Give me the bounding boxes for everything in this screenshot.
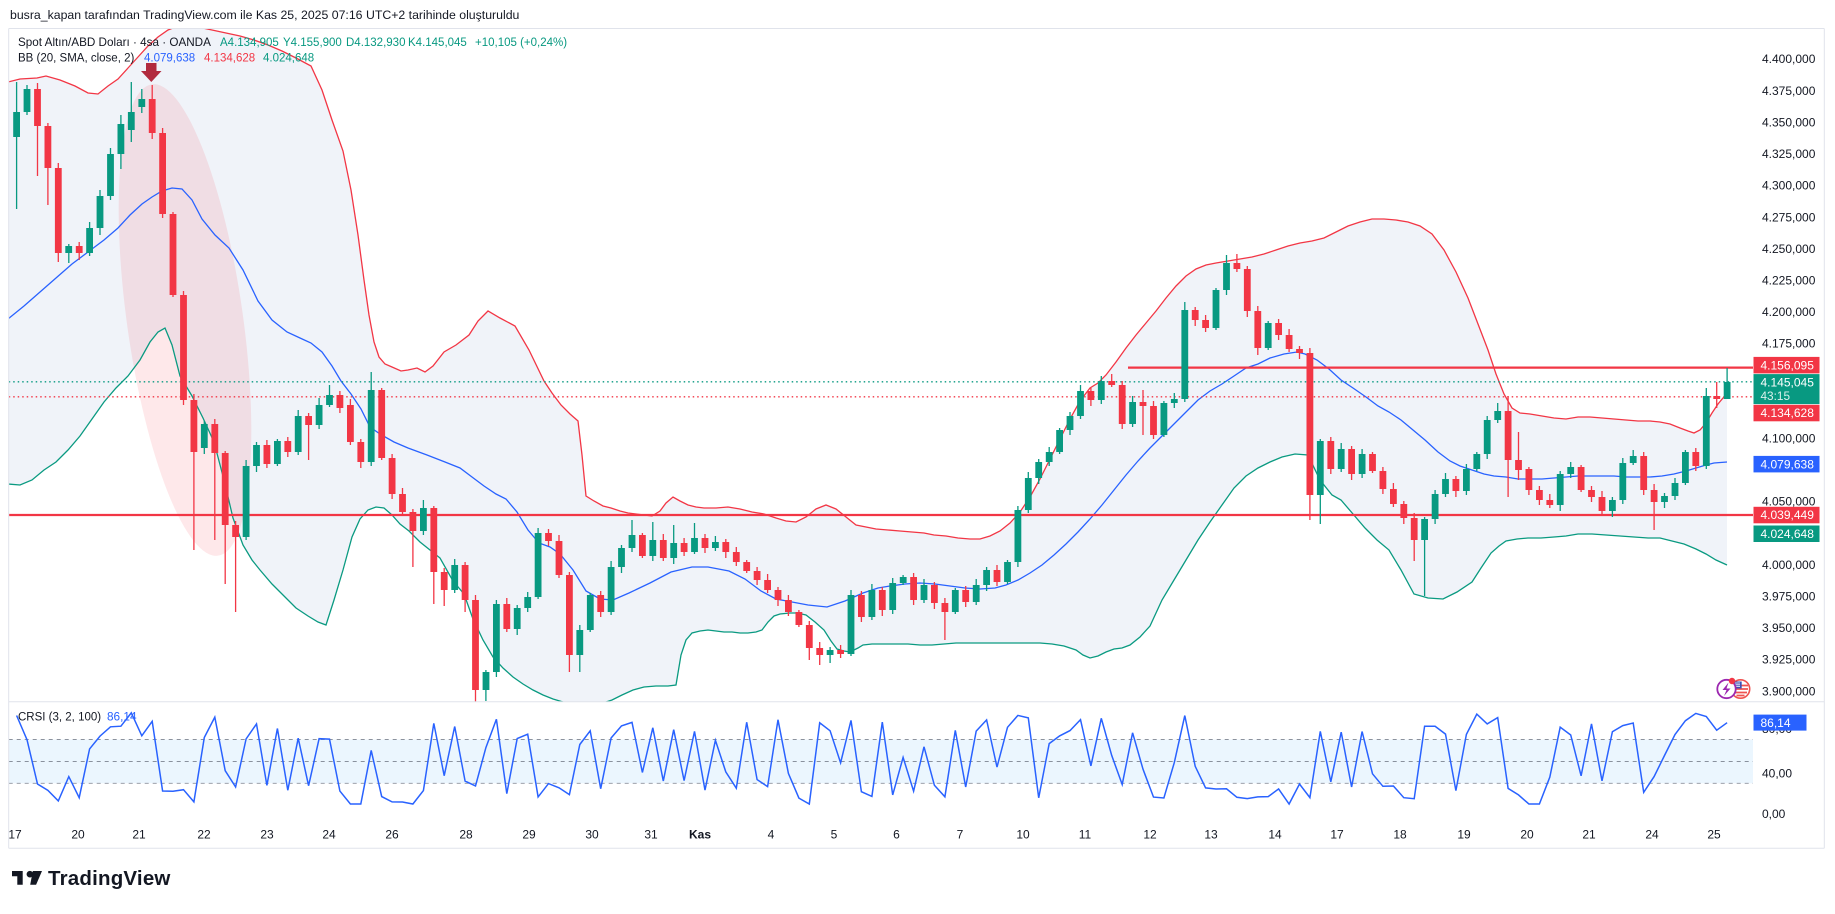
svg-text:Kas: Kas [689, 828, 711, 842]
svg-text:3.900,000: 3.900,000 [1762, 684, 1816, 698]
svg-text:17: 17 [8, 828, 22, 842]
svg-text:A4.134,905: A4.134,905 [220, 37, 279, 49]
svg-text:40,00: 40,00 [1762, 767, 1792, 781]
svg-text:4.134,628: 4.134,628 [1761, 406, 1815, 420]
svg-text:7: 7 [957, 828, 964, 842]
svg-text:4.024,648: 4.024,648 [263, 53, 314, 65]
svg-text:3.950,000: 3.950,000 [1762, 621, 1816, 635]
svg-text:4.156,095: 4.156,095 [1761, 358, 1815, 372]
svg-text:29: 29 [522, 828, 536, 842]
svg-text:10: 10 [1016, 828, 1030, 842]
svg-text:K4.145,045: K4.145,045 [408, 37, 467, 49]
svg-text:31: 31 [644, 828, 658, 842]
svg-text:13: 13 [1204, 828, 1218, 842]
svg-text:4.375,000: 4.375,000 [1762, 84, 1816, 98]
svg-text:CRSI (3, 2, 100): CRSI (3, 2, 100) [18, 712, 101, 724]
svg-text:4.250,000: 4.250,000 [1762, 242, 1816, 256]
svg-text:4.100,000: 4.100,000 [1762, 432, 1816, 446]
svg-text:19: 19 [1457, 828, 1471, 842]
svg-text:4.225,000: 4.225,000 [1762, 274, 1816, 288]
svg-text:0,00: 0,00 [1762, 807, 1786, 821]
svg-text:4.275,000: 4.275,000 [1762, 210, 1816, 224]
svg-text:4.050,000: 4.050,000 [1762, 495, 1816, 509]
svg-text:4.145,045: 4.145,045 [1761, 376, 1815, 390]
svg-text:Spot Altın/ABD Doları · 4sa ·: Spot Altın/ABD Doları · 4sa · OANDA [18, 36, 211, 49]
svg-text:11: 11 [1079, 828, 1092, 842]
svg-text:21: 21 [132, 828, 146, 842]
svg-text:20: 20 [1520, 828, 1534, 842]
svg-text:Y4.155,900: Y4.155,900 [283, 37, 342, 49]
svg-text:3.925,000: 3.925,000 [1762, 653, 1816, 667]
svg-text:4.000,000: 4.000,000 [1762, 558, 1816, 572]
svg-text:BB (20, SMA, close, 2): BB (20, SMA, close, 2) [18, 53, 134, 65]
svg-text:86,14: 86,14 [1761, 716, 1791, 730]
svg-text:4.134,628: 4.134,628 [204, 53, 255, 65]
svg-text:+10,105 (+0,24%): +10,105 (+0,24%) [475, 37, 567, 49]
svg-text:23: 23 [260, 828, 274, 842]
svg-text:5: 5 [831, 828, 838, 842]
svg-text:6: 6 [893, 828, 900, 842]
svg-text:4.400,000: 4.400,000 [1762, 52, 1816, 66]
svg-text:4: 4 [768, 828, 775, 842]
svg-text:4.175,000: 4.175,000 [1762, 337, 1816, 351]
svg-text:4.300,000: 4.300,000 [1762, 179, 1816, 193]
svg-text:26: 26 [385, 828, 399, 842]
svg-text:D4.132,930: D4.132,930 [346, 37, 405, 49]
svg-text:86,14: 86,14 [107, 710, 137, 724]
svg-text:25: 25 [1707, 828, 1721, 842]
svg-text:18: 18 [1393, 828, 1407, 842]
svg-text:4.079,638: 4.079,638 [144, 53, 195, 65]
svg-text:4.039,449: 4.039,449 [1761, 508, 1815, 522]
svg-text:4.024,648: 4.024,648 [1761, 527, 1815, 541]
svg-text:4.200,000: 4.200,000 [1762, 305, 1816, 319]
svg-text:21: 21 [1582, 828, 1596, 842]
svg-text:TradingView: TradingView [48, 867, 171, 890]
svg-text:4.350,000: 4.350,000 [1762, 115, 1816, 129]
svg-text:43:15: 43:15 [1761, 389, 1791, 403]
svg-text:12: 12 [1143, 828, 1157, 842]
svg-text:busra_kapan tarafından Trading: busra_kapan tarafından TradingView.com i… [10, 8, 520, 22]
svg-text:24: 24 [1645, 828, 1659, 842]
svg-text:4.325,000: 4.325,000 [1762, 147, 1816, 161]
svg-text:30: 30 [585, 828, 599, 842]
svg-text:17: 17 [1330, 828, 1344, 842]
svg-text:28: 28 [459, 828, 473, 842]
svg-text:24: 24 [322, 828, 336, 842]
svg-text:4.079,638: 4.079,638 [1761, 457, 1815, 471]
svg-text:22: 22 [197, 828, 211, 842]
svg-text:14: 14 [1268, 828, 1282, 842]
svg-text:3.975,000: 3.975,000 [1762, 590, 1816, 604]
svg-text:20: 20 [71, 828, 85, 842]
